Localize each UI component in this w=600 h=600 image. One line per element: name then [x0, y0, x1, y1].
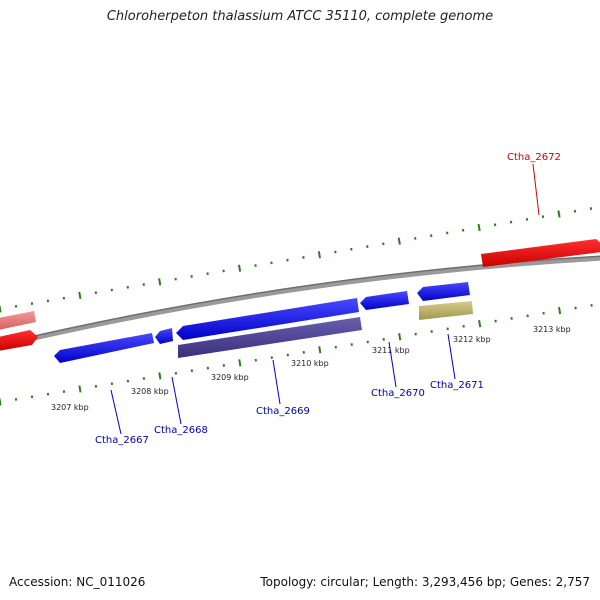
major-tick: [158, 372, 162, 380]
outer-tick-track: [0, 207, 593, 313]
gene-arrow-ctha-2669[interactable]: [176, 298, 359, 340]
gene-arrow-ctha-2671[interactable]: [417, 282, 470, 301]
major-tick: [158, 278, 162, 286]
tick-label: 3209 kbp: [211, 373, 249, 382]
major-tick: [557, 210, 561, 218]
tick-label: 3213 kbp: [533, 325, 571, 334]
major-tick: [317, 251, 321, 259]
gene-label-ctha-2667[interactable]: Ctha_2667: [95, 435, 149, 446]
gene-labels: Ctha_2667 Ctha_2668 Ctha_2669 Ctha_2670 …: [95, 152, 561, 446]
kbp-tick-labels: 3207 kbp 3208 kbp 3209 kbp 3210 kbp 3211…: [51, 325, 571, 412]
accession-text: Accession: NC_011026: [9, 575, 146, 589]
major-tick: [237, 264, 242, 272]
gene-arrow-ctha-2672[interactable]: [481, 239, 600, 267]
major-tick: [398, 333, 402, 341]
major-tick: [318, 346, 322, 354]
tick-label: 3210 kbp: [291, 359, 329, 368]
gene-arrow-ctha-2668-small[interactable]: [155, 328, 173, 344]
gene-label-ctha-2671[interactable]: Ctha_2671: [430, 380, 484, 391]
major-tick: [78, 291, 82, 300]
operon-bar-purple[interactable]: [178, 317, 362, 358]
gene-arrow-ctha-2667[interactable]: [54, 333, 154, 363]
major-tick: [78, 385, 82, 393]
tick-label: 3207 kbp: [51, 403, 89, 412]
major-tick: [0, 305, 2, 313]
major-tick: [397, 237, 401, 245]
gene-arrow-ctha-2670[interactable]: [360, 291, 409, 310]
inner-tick-track: [0, 303, 593, 406]
gene-label-ctha-2670[interactable]: Ctha_2670: [371, 388, 425, 399]
operon-bar-olive[interactable]: [419, 301, 473, 320]
tick-label: 3212 kbp: [453, 335, 491, 344]
major-tick: [478, 320, 482, 328]
gene-label-ctha-2669[interactable]: Ctha_2669: [256, 406, 310, 417]
major-tick: [558, 306, 562, 315]
reverse-strand-genes: [0, 239, 600, 351]
genome-title: Chloroherpeton thalassium ATCC 35110, co…: [106, 9, 494, 24]
reverse-gene-arrow-faded[interactable]: [0, 311, 36, 330]
gene-label-leaders: [110, 163, 540, 435]
genome-stats-text: Topology: circular; Length: 3,293,456 bp…: [260, 575, 590, 589]
major-tick: [477, 223, 481, 232]
gene-label-ctha-2668[interactable]: Ctha_2668: [154, 425, 208, 436]
reverse-gene-arrow-left[interactable]: [0, 330, 38, 351]
tick-label: 3211 kbp: [372, 346, 410, 355]
forward-strand-genes: [54, 282, 473, 363]
tick-label: 3208 kbp: [131, 387, 169, 396]
gene-label-ctha-2672[interactable]: Ctha_2672: [507, 152, 561, 163]
major-tick: [0, 398, 2, 406]
major-tick: [238, 359, 242, 367]
